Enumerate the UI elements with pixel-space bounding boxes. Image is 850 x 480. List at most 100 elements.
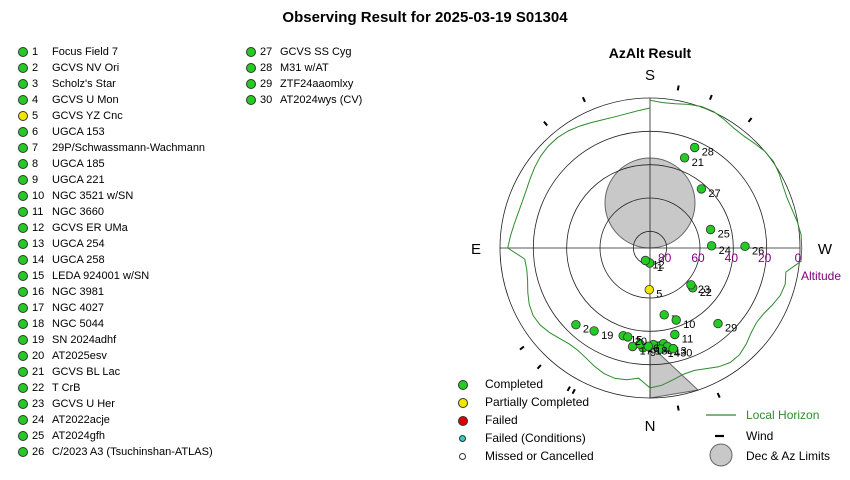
target-point bbox=[655, 344, 666, 354]
status-dot-icon bbox=[18, 111, 28, 121]
target-point bbox=[696, 184, 707, 194]
wind-tick bbox=[571, 388, 576, 395]
target-number: 22 bbox=[32, 382, 45, 394]
target-point-label: 5 bbox=[656, 289, 662, 301]
chart-key-legend: Local Horizon Wind Dec & Az Limits bbox=[706, 408, 830, 467]
direction-north: N bbox=[645, 418, 656, 435]
status-dot-icon bbox=[246, 63, 256, 73]
target-number: 15 bbox=[32, 270, 45, 282]
altitude-tick-label: 0 bbox=[795, 251, 802, 265]
status-dot-icon bbox=[18, 95, 28, 105]
status-dot-icon bbox=[18, 383, 28, 393]
target-number: 27 bbox=[260, 46, 273, 58]
status-dot-icon bbox=[18, 415, 28, 425]
wind-ticks bbox=[519, 85, 753, 411]
wind-tick bbox=[709, 94, 713, 101]
partial-marker-icon bbox=[458, 398, 468, 408]
status-dot-icon bbox=[246, 47, 256, 57]
target-point-label: 22 bbox=[700, 287, 712, 299]
target-number: 29 bbox=[260, 78, 273, 90]
target-number: 23 bbox=[32, 398, 45, 410]
status-dot-icon bbox=[18, 367, 28, 377]
target-number: 30 bbox=[260, 94, 273, 106]
target-name: ZTF24aaomlxy bbox=[280, 78, 354, 90]
status-dot-icon bbox=[246, 79, 256, 89]
target-point-label: 10 bbox=[683, 319, 695, 331]
target-number: 1 bbox=[32, 46, 39, 58]
target-name: Scholz's Star bbox=[52, 78, 116, 90]
altitude-tick-label: 60 bbox=[691, 251, 705, 265]
target-name: GCVS ER UMa bbox=[52, 222, 128, 234]
direction-east: E bbox=[471, 241, 481, 258]
status-dot-icon bbox=[18, 239, 28, 249]
target-name: GCVS YZ Cnc bbox=[52, 110, 123, 122]
target-point bbox=[686, 280, 696, 290]
target-name: UGCA 153 bbox=[52, 126, 105, 138]
limits-key-icon bbox=[709, 443, 733, 467]
target-point-label: 1 bbox=[657, 262, 663, 274]
status-dot-icon bbox=[18, 351, 28, 361]
target-name: T CrB bbox=[52, 382, 81, 394]
target-point-label: 26 bbox=[752, 245, 764, 257]
target-number: 3 bbox=[32, 78, 39, 90]
status-dot-icon bbox=[18, 447, 28, 457]
altitude-axis-label: Altitude bbox=[801, 269, 841, 283]
target-name: M31 w/AT bbox=[280, 62, 329, 74]
completed-marker-icon bbox=[458, 380, 468, 390]
wind-tick bbox=[543, 120, 548, 127]
target-name: UGCA 185 bbox=[52, 158, 105, 170]
missed-marker-icon bbox=[459, 453, 466, 460]
target-number: 17 bbox=[32, 302, 45, 314]
status-dot-icon bbox=[18, 335, 28, 345]
target-name: UGCA 254 bbox=[52, 238, 105, 250]
status-dot-icon bbox=[18, 47, 28, 57]
local-horizon-path bbox=[507, 99, 803, 389]
direction-south: S bbox=[645, 67, 655, 84]
target-number: 5 bbox=[32, 110, 39, 122]
status-dot-icon bbox=[18, 255, 28, 265]
target-point bbox=[679, 153, 690, 163]
target-point bbox=[640, 255, 651, 266]
target-point bbox=[668, 344, 678, 354]
target-number: 26 bbox=[32, 446, 45, 458]
target-number: 18 bbox=[32, 318, 45, 330]
target-name: GCVS NV Ori bbox=[52, 62, 120, 74]
target-name: C/2023 A3 (Tsuchinshan-ATLAS) bbox=[52, 446, 213, 458]
target-point bbox=[627, 341, 638, 352]
target-point-label: 23 bbox=[698, 284, 710, 296]
target-point bbox=[659, 310, 669, 320]
target-point-label: 21 bbox=[692, 157, 704, 169]
target-name: AT2024wys (CV) bbox=[280, 94, 363, 106]
wind-tick bbox=[747, 117, 753, 123]
status-dot-icon bbox=[18, 287, 28, 297]
target-number: 16 bbox=[32, 286, 45, 298]
target-point bbox=[690, 142, 700, 153]
target-number: 28 bbox=[260, 62, 273, 74]
failed-marker-icon bbox=[458, 416, 468, 426]
target-number: 13 bbox=[32, 238, 45, 250]
page-title: Observing Result for 2025-03-19 S01304 bbox=[282, 9, 568, 26]
target-point bbox=[589, 326, 599, 336]
target-name: NGC 3521 w/SN bbox=[52, 190, 134, 202]
target-number: 4 bbox=[32, 94, 39, 106]
altitude-tick-label: 20 bbox=[758, 251, 772, 265]
status-dot-icon bbox=[18, 175, 28, 185]
target-number: 14 bbox=[32, 254, 45, 266]
target-number: 2 bbox=[32, 62, 39, 74]
target-name: Focus Field 7 bbox=[52, 46, 119, 58]
polar-labels: S N E W Altitude bbox=[471, 67, 841, 435]
target-name: NGC 5044 bbox=[52, 318, 104, 330]
target-number: 12 bbox=[32, 222, 45, 234]
target-point-label: 9 bbox=[650, 347, 656, 359]
wind-tick bbox=[676, 405, 680, 411]
target-number: 25 bbox=[32, 430, 45, 442]
status-dot-icon bbox=[18, 127, 28, 137]
target-name: SN 2024adhf bbox=[52, 334, 117, 346]
wind-tick bbox=[566, 386, 571, 392]
wind-tick bbox=[581, 96, 586, 103]
target-point bbox=[571, 320, 581, 330]
status-dot-icon bbox=[18, 223, 28, 233]
legend-wind: Wind bbox=[746, 429, 773, 443]
target-number: 20 bbox=[32, 350, 45, 362]
